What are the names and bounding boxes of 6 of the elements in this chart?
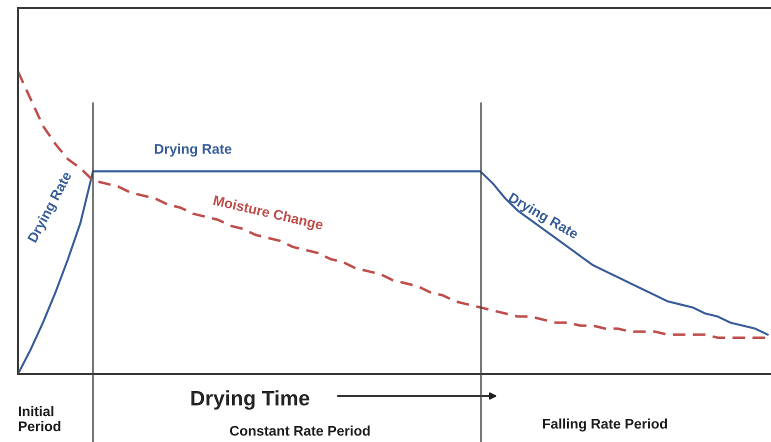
series-label: Drying Rate	[154, 144, 232, 157]
x-axis-title: Drying Time	[191, 390, 310, 410]
text: Falling Rate Period	[543, 418, 667, 432]
text: Moisture Change	[212, 194, 324, 233]
text: Constant Rate Period	[230, 426, 370, 436]
text: Initial Period	[18, 406, 60, 432]
